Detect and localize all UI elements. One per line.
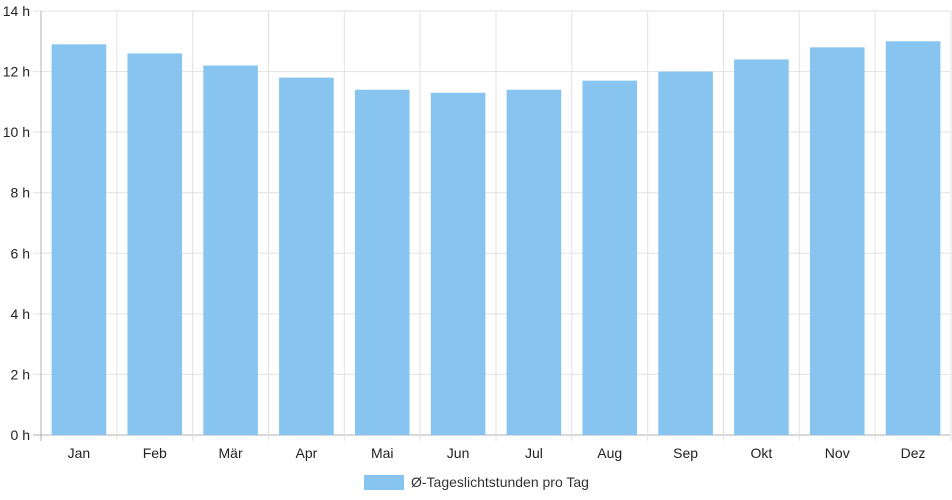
y-tick-label: 2 h: [11, 366, 30, 382]
x-tick-label: Dez: [901, 445, 926, 461]
x-tick-label: Nov: [825, 445, 850, 461]
y-tick-label: 14 h: [3, 3, 30, 19]
x-tick-label: Aug: [597, 445, 622, 461]
legend[interactable]: Ø-Tageslichtstunden pro Tag: [364, 474, 589, 490]
bar[interactable]: [809, 47, 865, 435]
bar[interactable]: [354, 89, 410, 435]
bar[interactable]: [430, 92, 486, 436]
x-axis: Jan Feb Mär Apr Mai Jun Jul Aug Sep Okt Nov Dez: [68, 445, 926, 461]
bar[interactable]: [279, 77, 334, 435]
grid-lines: [33, 10, 952, 441]
y-axis: 0 h 2 h 4 h 6 h 8 h 10 h 12 h 14 h: [3, 3, 30, 443]
y-tick-label: 0 h: [11, 427, 30, 443]
legend-swatch: [364, 475, 404, 490]
x-tick-label: Jun: [447, 445, 470, 461]
x-tick-label: Apr: [296, 445, 318, 461]
bar[interactable]: [582, 80, 638, 436]
x-tick-label: Feb: [143, 445, 167, 461]
bars: [51, 41, 941, 436]
x-tick-label: Mär: [219, 445, 243, 461]
x-tick-label: Jul: [525, 445, 543, 461]
bar[interactable]: [51, 44, 107, 436]
x-tick-label: Okt: [751, 445, 773, 461]
y-tick-label: 12 h: [3, 64, 30, 80]
x-tick-label: Mai: [371, 445, 394, 461]
legend-label: Ø-Tageslichtstunden pro Tag: [411, 474, 589, 490]
bar[interactable]: [203, 65, 258, 435]
bar[interactable]: [658, 71, 713, 436]
x-tick-label: Jan: [68, 445, 91, 461]
y-tick-label: 6 h: [11, 245, 30, 261]
bar[interactable]: [506, 89, 562, 435]
bar[interactable]: [127, 53, 183, 436]
y-tick-label: 10 h: [3, 124, 30, 140]
bar[interactable]: [885, 41, 941, 436]
y-tick-label: 4 h: [11, 306, 30, 322]
x-tick-label: Sep: [673, 445, 698, 461]
y-tick-label: 8 h: [11, 185, 30, 201]
bar[interactable]: [734, 59, 789, 435]
